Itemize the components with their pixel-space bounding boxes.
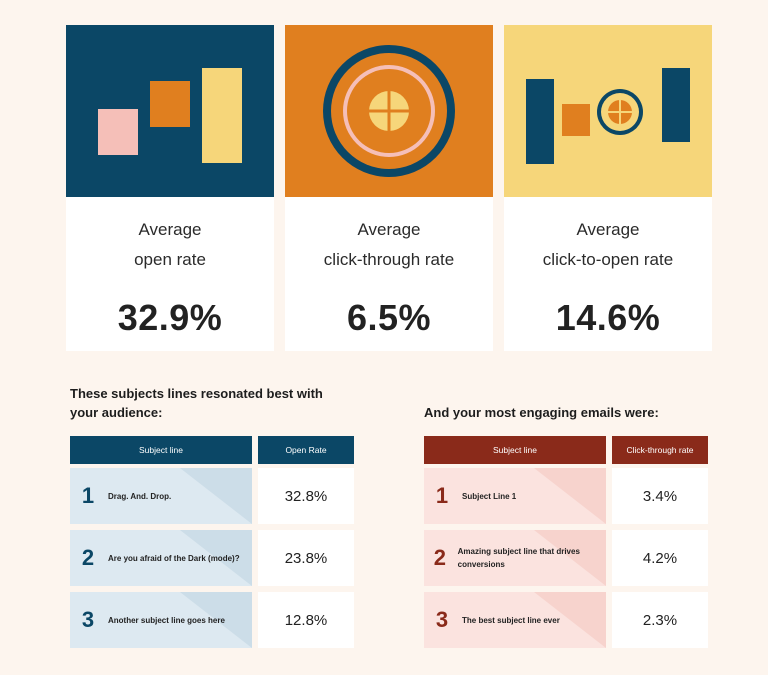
subject-text: Subject Line 1	[462, 491, 517, 501]
click-through-illustration	[285, 25, 493, 197]
diagonal-shade	[534, 468, 606, 524]
open-rate-illustration	[66, 25, 274, 197]
target-icon	[323, 45, 455, 177]
diagonal-shade	[534, 530, 606, 586]
subject-cell: 2 Amazing subject line that drives conve…	[424, 530, 606, 586]
rate-cell: 3.4%	[612, 468, 708, 524]
subject-cell: 1 Drag. And. Drop.	[70, 468, 252, 524]
subject-cell: 1 Subject Line 1	[424, 468, 606, 524]
subjects-section-title: These subjects lines resonated best with…	[70, 386, 323, 420]
diagonal-shade	[180, 592, 252, 648]
orange-block-shape	[150, 81, 190, 127]
rate-cell: 23.8%	[258, 530, 354, 586]
emails-col-subject-header: Subject line	[424, 436, 606, 464]
rank-number: 1	[435, 483, 449, 508]
stat-card-click-to-open-rate: Average click-to-open rate 14.6%	[504, 25, 712, 351]
yellow-block-shape	[202, 68, 242, 163]
emails-col-rate-header: Click-through rate	[612, 436, 708, 464]
blocks-and-target-icon	[526, 68, 690, 164]
rank-number: 1	[81, 483, 95, 508]
stat-label: Average open rate	[134, 220, 206, 269]
stat-label: Average click-through rate	[323, 220, 455, 269]
diagonal-shade	[180, 530, 252, 586]
rate-cell: 2.3%	[612, 592, 708, 648]
rank-number: 2	[433, 545, 446, 570]
rank-number: 3	[435, 607, 449, 632]
rank-number: 3	[81, 607, 95, 632]
rate-cell: 32.8%	[258, 468, 354, 524]
stat-card-open-rate: Average open rate 32.9%	[66, 25, 274, 351]
rate-cell: 12.8%	[258, 592, 354, 648]
subjects-col-subject-header: Subject line	[70, 436, 252, 464]
stat-value: 14.6%	[555, 297, 661, 338]
subject-cell: 3 Another subject line goes here	[70, 592, 252, 648]
rank-number: 2	[81, 545, 95, 570]
subject-cell: 3 The best subject line ever	[424, 592, 606, 648]
stat-value: 32.9%	[117, 297, 223, 338]
subject-text: Are you afraid of the Dark (mode)?	[108, 553, 240, 563]
subject-text: The best subject line ever	[462, 615, 560, 625]
subjects-col-rate-header: Open Rate	[258, 436, 354, 464]
click-to-open-illustration	[504, 25, 712, 197]
rate-cell: 4.2%	[612, 530, 708, 586]
subject-text: Drag. And. Drop.	[108, 491, 172, 501]
diagonal-shade	[534, 592, 606, 648]
stat-value: 6.5%	[346, 297, 432, 338]
stat-label: Average click-to-open rate	[542, 220, 674, 269]
subject-text: Amazing subject line that drives convers…	[457, 547, 580, 569]
stat-card-click-through-rate: Average click-through rate 6.5%	[285, 25, 493, 351]
subject-cell: 2 Are you afraid of the Dark (mode)?	[70, 530, 252, 586]
emails-section-title: And your most engaging emails were:	[424, 405, 659, 420]
subject-text: Another subject line goes here	[108, 615, 225, 625]
pink-block-shape	[98, 109, 138, 155]
diagonal-shade	[180, 468, 252, 524]
